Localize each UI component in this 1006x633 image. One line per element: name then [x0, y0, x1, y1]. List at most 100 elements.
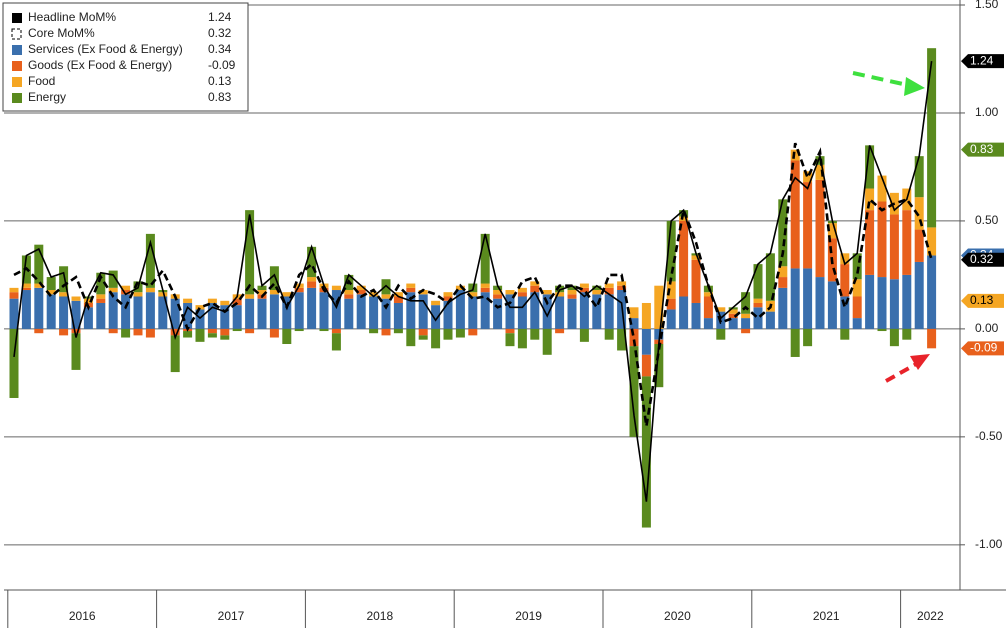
bar-segment	[21, 283, 31, 288]
bar-segment	[666, 298, 676, 310]
bar-segment	[46, 277, 56, 291]
bar-segment	[96, 294, 106, 299]
bar-segment	[617, 281, 627, 286]
bar-segment	[765, 253, 775, 301]
bar-segment	[840, 264, 850, 297]
bar-segment	[480, 233, 490, 284]
y-tick-label: 0.50	[975, 213, 999, 227]
bar-segment	[356, 290, 366, 295]
bar-segment	[282, 296, 292, 329]
bar-segment	[145, 233, 155, 288]
green-arrow	[852, 71, 925, 96]
bar-segment	[46, 290, 56, 295]
bar-segment	[21, 290, 31, 329]
bar-segment	[108, 328, 118, 334]
y-tick-label: 1.50	[975, 0, 999, 11]
bar-segment	[517, 287, 527, 293]
bar-segment	[207, 302, 217, 329]
legend-label: Core MoM%	[28, 26, 95, 40]
bar-segment	[728, 307, 738, 310]
bar-segment	[220, 335, 230, 340]
legend-label: Energy	[28, 90, 66, 104]
value-tag-label: 0.83	[970, 142, 994, 156]
bar-segment	[827, 281, 837, 329]
bar-segment	[629, 318, 639, 329]
bar-segment	[741, 292, 751, 314]
bar-segment	[530, 328, 540, 340]
bar-segment	[852, 279, 862, 297]
bar-segment	[96, 298, 106, 303]
bar-segment	[145, 292, 155, 329]
bars	[9, 48, 937, 528]
bar-segment	[567, 298, 577, 329]
bar-segment	[592, 294, 602, 329]
x-tick-label: 2018	[366, 609, 393, 623]
bar-segment	[431, 305, 441, 329]
y-tick-label: -1.00	[975, 537, 1003, 551]
bar-segment	[604, 287, 614, 295]
bar-segment	[34, 287, 44, 329]
arrow-shaft	[885, 361, 919, 383]
bar-segment	[666, 281, 676, 299]
bar-segment	[393, 296, 403, 303]
value-tag-label: 1.24	[970, 53, 994, 67]
bar-segment	[269, 266, 279, 291]
bar-segment	[877, 328, 887, 332]
bar-segment	[207, 298, 217, 303]
legend-label: Food	[28, 74, 55, 88]
bar-segment	[195, 309, 205, 329]
bar-segment	[245, 210, 255, 295]
bar-segment	[617, 285, 627, 291]
bar-segment	[331, 290, 341, 329]
bar-segment	[369, 328, 379, 334]
bar-segment	[927, 328, 937, 349]
bar-segment	[840, 296, 850, 329]
legend-label: Goods (Ex Food & Energy)	[28, 58, 172, 72]
bar-segment	[431, 328, 441, 349]
legend-swatch	[12, 61, 22, 71]
bar-segment	[207, 333, 217, 338]
bar-segment	[406, 283, 416, 288]
bar-segment	[790, 268, 800, 329]
bar-segment	[331, 333, 341, 351]
bar-segment	[852, 296, 862, 319]
bar-segment	[282, 292, 292, 297]
bar-segment	[542, 290, 552, 295]
bar-segment	[294, 328, 304, 332]
bar-segment	[517, 328, 527, 349]
bar-segment	[803, 171, 813, 183]
bar-segment	[269, 290, 279, 295]
bar-segment	[269, 294, 279, 329]
bar-segment	[455, 285, 465, 291]
bar-segment	[629, 328, 639, 347]
bar-segment	[716, 328, 726, 340]
bar-segment	[877, 277, 887, 329]
x-tick-label: 2022	[917, 609, 944, 623]
bar-segment	[765, 311, 775, 329]
bar-segment	[567, 290, 577, 295]
bar-segment	[827, 223, 837, 239]
bar-segment	[654, 344, 664, 388]
bar-segment	[741, 313, 751, 319]
bar-segment	[418, 294, 428, 329]
bar-segment	[207, 328, 217, 334]
bar-segment	[604, 294, 614, 329]
bar-segment	[617, 328, 627, 351]
bar-segment	[59, 328, 69, 336]
bar-segment	[319, 292, 329, 329]
arrow-shaft	[852, 71, 913, 88]
bar-segment	[728, 309, 738, 314]
bar-segment	[579, 292, 589, 329]
bar-segment	[245, 294, 255, 299]
bar-segment	[741, 318, 751, 329]
bar-segment	[307, 287, 317, 329]
bar-segment	[34, 283, 44, 288]
bar-segment	[294, 287, 304, 293]
bar-segment	[34, 244, 44, 284]
arrow-head	[910, 354, 930, 370]
bar-segment	[307, 281, 317, 288]
bar-segment	[666, 220, 676, 282]
legend-swatch	[12, 93, 22, 103]
bar-segment	[418, 335, 428, 340]
bar-segment	[183, 331, 193, 338]
